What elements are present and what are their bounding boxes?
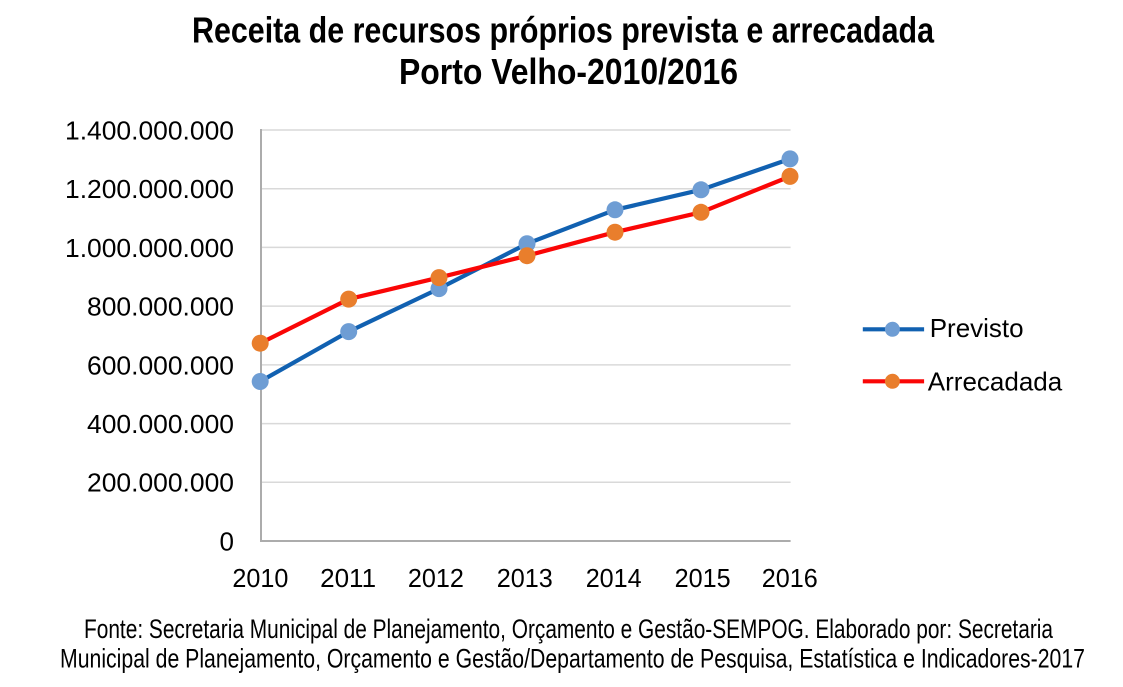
svg-text:Fonte: Secretaria Municipal de: Fonte: Secretaria Municipal de Planejame… bbox=[84, 614, 1054, 644]
svg-text:Arrecadada: Arrecadada bbox=[928, 367, 1063, 397]
svg-text:2010: 2010 bbox=[232, 563, 288, 593]
svg-text:400.000.000: 400.000.000 bbox=[87, 409, 234, 439]
svg-text:2015: 2015 bbox=[675, 563, 731, 593]
svg-text:800.000.000: 800.000.000 bbox=[87, 292, 234, 322]
svg-text:Previsto: Previsto bbox=[930, 313, 1024, 343]
svg-text:1.200.000.000: 1.200.000.000 bbox=[65, 174, 234, 204]
svg-text:2012: 2012 bbox=[408, 563, 464, 593]
svg-text:1.000.000.000: 1.000.000.000 bbox=[65, 233, 234, 263]
svg-text:0: 0 bbox=[220, 526, 234, 556]
svg-text:Porto Velho-2010/2016: Porto Velho-2010/2016 bbox=[399, 51, 738, 92]
svg-text:200.000.000: 200.000.000 bbox=[87, 468, 234, 498]
svg-text:Receita de recursos próprios p: Receita de recursos próprios prevista e … bbox=[192, 10, 935, 51]
svg-text:600.000.000: 600.000.000 bbox=[87, 350, 234, 380]
svg-text:2016: 2016 bbox=[762, 563, 818, 593]
svg-text:1.400.000.000: 1.400.000.000 bbox=[65, 115, 234, 145]
svg-text:Municipal de Planejamento, Orç: Municipal de Planejamento, Orçamento e G… bbox=[60, 644, 1085, 674]
svg-text:2011: 2011 bbox=[320, 563, 376, 593]
svg-text:2014: 2014 bbox=[586, 563, 642, 593]
svg-text:2013: 2013 bbox=[497, 563, 553, 593]
